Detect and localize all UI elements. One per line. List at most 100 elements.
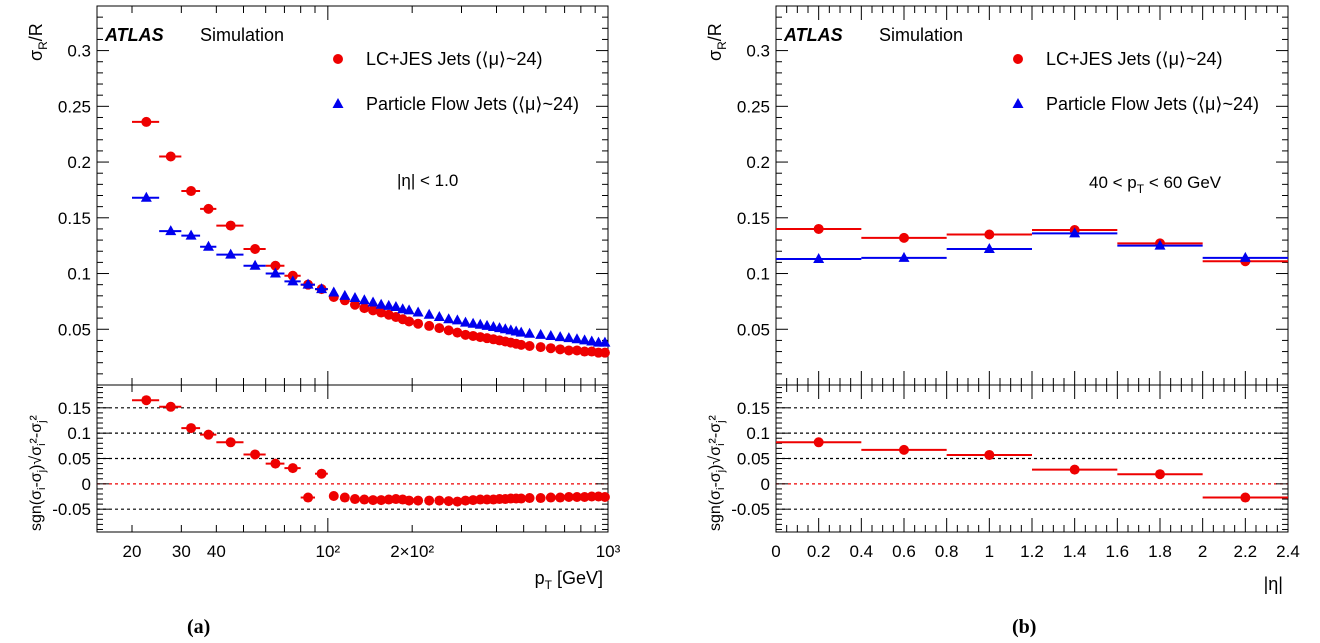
x-tick-label: 0 (771, 542, 780, 561)
pflow-point (1069, 227, 1081, 238)
legend-lcjes-label: LC+JES Jets (⟨μ⟩~24) (1046, 49, 1222, 69)
pflow-point (571, 333, 583, 344)
pflow-point (397, 303, 409, 314)
pflow-point (165, 225, 177, 236)
lcjes-point (452, 327, 463, 338)
pflow-point (467, 317, 479, 328)
ratio-point (524, 493, 535, 504)
x-tick-label: 40 (207, 542, 226, 561)
pflow-point (367, 296, 379, 307)
y-tick-label: 0.05 (58, 320, 91, 339)
ratio-point (383, 494, 394, 505)
ratio-point (468, 495, 479, 506)
pflow-point (554, 331, 566, 342)
ratio-point (270, 458, 281, 469)
ratio-point (1240, 492, 1251, 503)
ratio-point (339, 492, 350, 503)
y-tick-label: -0.05 (731, 500, 770, 519)
ratio-point (899, 444, 909, 455)
pt-range-label: 40 < pT < 60 GeV (1089, 173, 1222, 196)
x-tick-label: 1.6 (1106, 542, 1130, 561)
lcjes-point (579, 346, 590, 357)
pflow-point (579, 334, 591, 345)
pflow-point (249, 259, 261, 270)
y-tick-label: 0.05 (737, 450, 770, 469)
lcjes-point (571, 345, 582, 356)
pflow-point (1239, 251, 1251, 262)
y-tick-label: 0.25 (58, 97, 91, 116)
y-tick-label: 0.05 (58, 450, 91, 469)
ratio-point (535, 493, 546, 504)
caption-b: (b) (1012, 616, 1037, 638)
lcjes-point (141, 116, 152, 127)
lcjes-point (443, 325, 454, 336)
caption-a: (a) (187, 616, 211, 638)
lcjes-point (813, 223, 824, 234)
series-pflow (132, 191, 611, 347)
ratio-point (1155, 469, 1165, 480)
y-tick-label: 0.2 (67, 153, 91, 172)
x-tick-label: 20 (123, 542, 142, 561)
x-axis-title: |η| (1264, 574, 1283, 594)
y-tick-label: 0 (761, 475, 770, 494)
pflow-point (287, 275, 299, 286)
ratio-point (287, 463, 298, 474)
ratio-point (579, 492, 590, 503)
pflow-point (328, 286, 340, 297)
legend-pflow-label: Particle Flow Jets (⟨μ⟩~24) (1046, 94, 1259, 114)
legend-pflow-label: Particle Flow Jets (⟨μ⟩~24) (366, 94, 579, 114)
ratio-point (316, 468, 327, 479)
series-pflow (776, 227, 1288, 264)
simulation-label: Simulation (879, 25, 963, 45)
ratio-point (250, 449, 261, 460)
ratio-point (813, 437, 824, 448)
ratio-point (1069, 464, 1080, 475)
ratio-point (599, 492, 610, 503)
lcjes-point (460, 329, 471, 340)
pflow-point (349, 292, 361, 303)
legend-pflow-marker (1012, 98, 1024, 108)
lcjes-point (404, 316, 415, 327)
pflow-point (563, 332, 575, 343)
ratio-point (141, 395, 152, 406)
x-tick-label: 2.4 (1276, 542, 1300, 561)
x-tick-label: 2×10² (390, 542, 434, 561)
pflow-point (185, 229, 197, 240)
ratio-point (203, 429, 214, 440)
y-tick-label: 0.3 (746, 42, 770, 61)
panel-a: 0.05 0.1 0.15 0.2 0.25 0.3 -0.05 0 0.05 0.1 0.15 20… (26, 5, 621, 592)
lcjes-point (524, 340, 535, 351)
lcjes-point (368, 305, 379, 316)
ratio-point (555, 492, 566, 503)
lcjes-point (225, 220, 236, 231)
ratio-point (516, 493, 527, 504)
pflow-point (474, 318, 486, 329)
y-tick-label: 0 (82, 475, 91, 494)
pflow-point (339, 289, 351, 300)
ratio-point (165, 401, 176, 412)
pflow-point (383, 299, 395, 310)
lcjes-point (424, 320, 435, 331)
lcjes-point (349, 299, 360, 310)
ratio-point (186, 423, 197, 434)
legend-lcjes-label: LC+JES Jets (⟨μ⟩~24) (366, 49, 542, 69)
series-lcjes (132, 116, 610, 358)
ratio-point (452, 496, 463, 507)
x-tick-label: 1.8 (1148, 542, 1172, 561)
x-tick-label: 2.2 (1234, 542, 1258, 561)
ratio-point (376, 495, 387, 506)
y-tick-label: 0.1 (67, 265, 91, 284)
pflow-point (412, 306, 424, 317)
pflow-point (524, 327, 536, 338)
y-tick-label: 0.05 (737, 320, 770, 339)
pflow-point (433, 311, 445, 322)
lcjes-point (413, 318, 424, 329)
pflow-point (515, 326, 527, 337)
ratio-point (434, 495, 445, 506)
pflow-point (451, 314, 463, 325)
x-tick-label: 2 (1198, 542, 1207, 561)
lcjes-point (555, 344, 566, 355)
pflow-point (443, 313, 455, 324)
x-tick-label: 10³ (596, 542, 621, 561)
